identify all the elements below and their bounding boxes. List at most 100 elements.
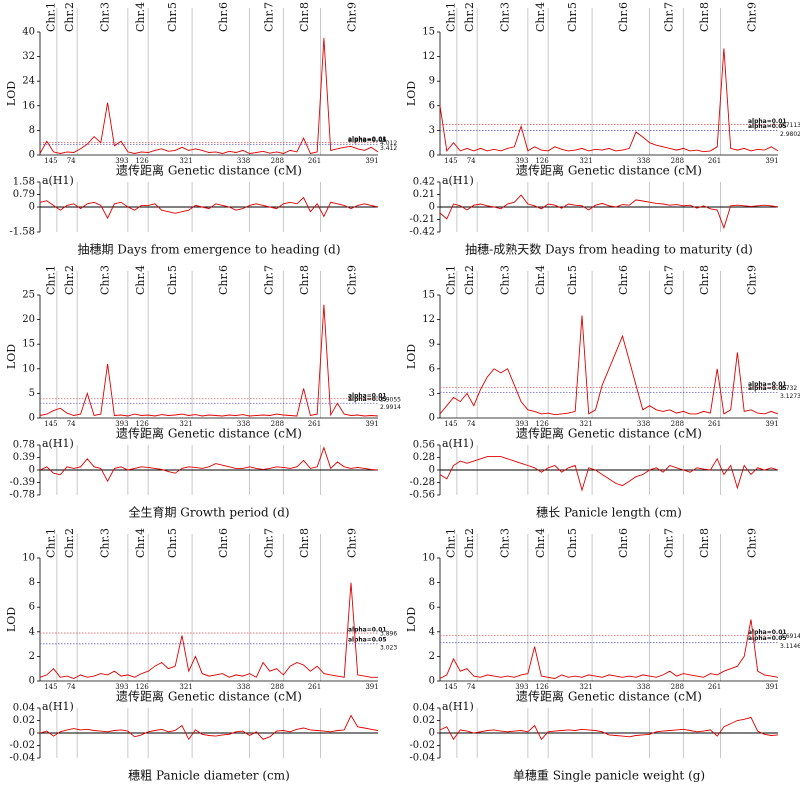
chromosome-length: 126: [135, 420, 149, 428]
curve: [439, 456, 779, 492]
y-tick-label: 6: [429, 602, 435, 613]
y-tick-label: 0: [29, 676, 35, 687]
y-tick-label: 6: [429, 363, 435, 374]
chromosome-length: 338: [237, 157, 250, 165]
y-tick-label: 0: [429, 150, 435, 161]
chromosome-label: Chr.2: [463, 2, 476, 32]
y-tick-label: 0.39: [13, 452, 35, 463]
threshold-value: 2.9914: [380, 404, 401, 411]
curve: [439, 48, 779, 153]
chromosome-label: Chr.4: [534, 265, 547, 295]
curve: [39, 714, 379, 741]
chromosome-length: 145: [444, 157, 457, 165]
threshold-label: alpha=0.05: [348, 636, 387, 643]
y-tick-label: 0.28: [413, 452, 435, 463]
chromosome-length: 74: [67, 157, 76, 165]
chromosome-label: Chr.3: [499, 2, 512, 32]
chromosome-length: 338: [637, 420, 650, 428]
y-tick-label: -0.04: [9, 753, 35, 764]
threshold-label: alpha=0.01: [348, 627, 387, 634]
chromosome-length: 391: [765, 420, 778, 428]
chromosome-length: 393: [115, 683, 128, 691]
curve: [439, 194, 779, 230]
threshold-value: 3.7113: [780, 122, 800, 129]
chromosome-length: 393: [115, 157, 128, 165]
y-tick-label: 4: [429, 626, 435, 637]
y-tick-label: 6: [429, 100, 435, 111]
chromosome-label: Chr.8: [298, 528, 311, 558]
chromosome-label: Chr.3: [499, 265, 512, 295]
y-tick-label: 0: [429, 465, 435, 476]
chromosome-length: 321: [579, 420, 592, 428]
chromosome-length: 288: [271, 420, 284, 428]
trait-title: 穗粗 Panicle diameter (cm): [128, 769, 290, 783]
y-tick-label: 12: [422, 314, 435, 325]
y-tick-label: 9: [429, 76, 435, 87]
chromosome-length: 126: [535, 157, 549, 165]
chromosome-label: Chr.8: [298, 2, 311, 32]
trait-title: 抽穗-成熟天数 Days from heading to maturity (d…: [465, 242, 753, 257]
y-tick-label: 0.79: [13, 189, 35, 200]
y-tick-label: -0.78: [9, 490, 35, 501]
y-tick-label: 5: [29, 388, 35, 399]
trait-title: 单穗重 Single panicle weight (g): [513, 769, 705, 783]
chromosome-length: 74: [67, 683, 76, 691]
y-tick-label: 16: [22, 100, 35, 111]
chromosome-length: 288: [271, 683, 284, 691]
y-tick-label: 1.58: [13, 177, 35, 188]
x-axis-label: 遗传距离 Genetic distance (cM): [116, 426, 302, 441]
chromosome-label: Chr.6: [617, 2, 630, 32]
y-tick-label: 8: [429, 577, 435, 588]
chromosome-label: Chr.6: [617, 265, 630, 295]
threshold-label: alpha=0.05: [348, 396, 387, 403]
chromosome-label: Chr.4: [134, 265, 147, 295]
chromosome-length: 74: [467, 420, 476, 428]
y-axis-label: LOD: [5, 81, 18, 106]
chromosome-length: 391: [365, 157, 378, 165]
threshold-value: 3.6914: [780, 633, 800, 640]
y-tick-label: 10: [22, 553, 35, 564]
threshold-value: 4.012: [380, 140, 397, 147]
threshold-label: alpha=0.01: [348, 392, 387, 399]
y-axis-label: LOD: [405, 344, 418, 369]
y-tick-label: 0.04: [413, 703, 435, 714]
curve: [39, 582, 378, 679]
chromosome-length: 126: [135, 683, 149, 691]
chromosome-length: 321: [179, 157, 192, 165]
chromosome-length: 391: [365, 683, 378, 691]
effect-label: a(H1): [42, 700, 74, 713]
y-tick-label: 3: [429, 388, 435, 399]
y-tick-label: 4: [29, 626, 35, 637]
chromosome-length: 288: [271, 157, 284, 165]
chromosome-length: 321: [579, 683, 592, 691]
y-tick-label: 0: [429, 728, 435, 739]
chromosome-length: 261: [708, 420, 721, 428]
chromosome-length: 145: [44, 683, 57, 691]
y-tick-label: 15: [422, 27, 435, 38]
chromosome-label: Chr.3: [99, 265, 112, 295]
chromosome-length: 321: [179, 683, 192, 691]
threshold-value: 3.023: [380, 644, 397, 651]
y-axis-label: LOD: [5, 344, 18, 369]
chromosome-label: Chr.8: [298, 265, 311, 295]
chromosome-length: 261: [308, 420, 321, 428]
chromosome-length: 288: [671, 157, 684, 165]
curve: [39, 38, 379, 155]
threshold-label: alpha=0.01: [348, 136, 387, 143]
chromosome-length: 145: [444, 420, 457, 428]
x-axis-label: 遗传距离 Genetic distance (cM): [516, 426, 702, 441]
y-tick-label: 10: [422, 553, 435, 564]
chromosome-label: Chr.9: [745, 2, 758, 32]
y-tick-label: 0.42: [413, 177, 435, 188]
chromosome-length: 74: [467, 157, 476, 165]
chromosome-label: Chr.9: [345, 528, 358, 558]
y-tick-label: 0.02: [413, 715, 435, 726]
chromosome-label: Chr.2: [63, 528, 76, 558]
y-tick-label: 9: [429, 339, 435, 350]
y-tick-label: 0: [29, 413, 35, 424]
curve: [39, 304, 379, 417]
chromosome-label: Chr.8: [698, 2, 711, 32]
y-tick-label: 3: [429, 125, 435, 136]
chromosome-length: 338: [237, 683, 250, 691]
y-tick-label: 8: [29, 125, 35, 136]
